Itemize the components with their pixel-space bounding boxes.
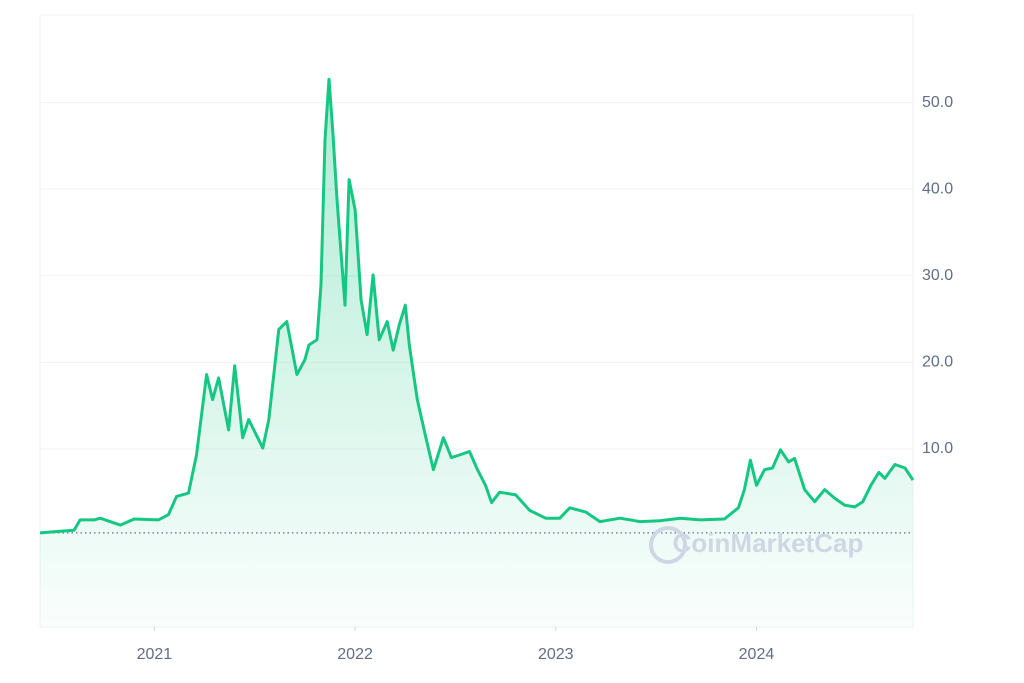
y-tick-label: 30.0 [922, 267, 953, 284]
area [40, 79, 913, 627]
x-tick-label: 2023 [538, 646, 574, 663]
watermark-logo [649, 526, 687, 564]
y-tick-label: 10.0 [922, 440, 953, 457]
x-tick-label: 2021 [137, 646, 173, 663]
y-tick-label: 50.0 [922, 94, 953, 111]
x-tick-label: 2024 [739, 646, 775, 663]
y-tick-label: 20.0 [922, 354, 953, 371]
watermark: CoinMarketCap [673, 528, 864, 558]
price-line [39, 77, 915, 535]
x-tick-label: 2022 [337, 646, 373, 663]
y-tick-label: 40.0 [922, 180, 953, 197]
